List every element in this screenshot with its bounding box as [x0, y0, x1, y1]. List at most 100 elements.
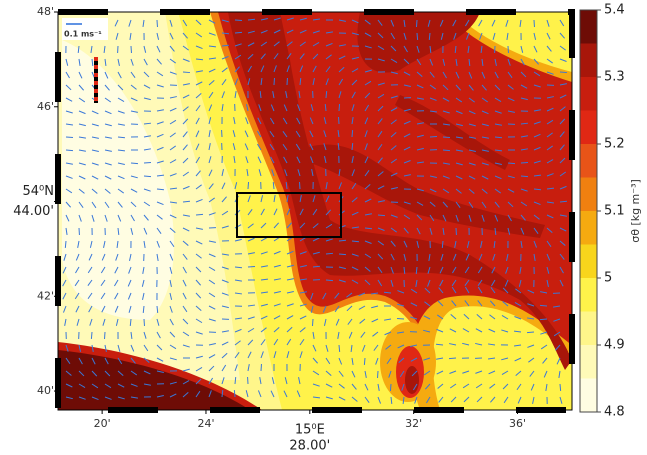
- velocity-arrow: [234, 78, 239, 86]
- velocity-arrow: [416, 201, 424, 206]
- velocity-arrow: [299, 351, 303, 359]
- velocity-arrow: [476, 313, 483, 320]
- velocity-arrow: [208, 169, 213, 177]
- velocity-arrow: [442, 58, 446, 66]
- velocity-arrow: [546, 96, 554, 99]
- velocity-arrow: [533, 174, 542, 177]
- velocity-arrow: [442, 162, 450, 165]
- velocity-arrow: [269, 130, 275, 138]
- velocity-arrow: [518, 279, 522, 287]
- velocity-arrow: [494, 136, 503, 139]
- velocity-arrow: [502, 287, 509, 294]
- velocity-arrow: [559, 396, 563, 404]
- velocity-arrow: [514, 357, 522, 362]
- velocity-arrow: [423, 315, 431, 320]
- velocity-arrow: [91, 162, 99, 166]
- velocity-arrow: [286, 65, 290, 73]
- velocity-arrow: [104, 84, 110, 91]
- velocity-arrow: [143, 383, 151, 386]
- velocity-arrow: [364, 69, 372, 73]
- velocity-arrow: [476, 396, 483, 403]
- velocity-arrow: [62, 292, 67, 300]
- velocity-arrow: [286, 17, 294, 21]
- velocity-arrow: [101, 253, 106, 261]
- velocity-arrow: [234, 31, 243, 34]
- velocity-arrow: [373, 344, 379, 351]
- velocity-arrow: [182, 71, 191, 74]
- velocity-arrow: [91, 357, 96, 365]
- velocity-arrow: [104, 344, 107, 352]
- velocity-arrow: [78, 201, 84, 208]
- velocity-arrow: [273, 278, 281, 281]
- velocity-arrow: [234, 91, 237, 99]
- velocity-arrow: [286, 326, 293, 333]
- velocity-arrow: [312, 370, 320, 376]
- velocity-arrow: [169, 132, 176, 138]
- velocity-arrow: [442, 201, 449, 208]
- x-tick-label: 28.00': [289, 439, 330, 454]
- velocity-arrow: [208, 45, 217, 48]
- velocity-arrow: [556, 357, 561, 365]
- velocity-arrow: [494, 97, 502, 103]
- velocity-arrow: [87, 292, 93, 300]
- velocity-arrow: [221, 330, 229, 333]
- velocity-arrow: [169, 107, 177, 112]
- velocity-arrow: [324, 103, 327, 112]
- colorbar-tick-label: 4.8: [604, 405, 625, 420]
- velocity-arrow: [429, 227, 433, 235]
- velocity-arrow: [364, 279, 371, 286]
- velocity-arrow: [397, 290, 405, 294]
- velocity-arrow: [377, 227, 385, 231]
- velocity-arrow: [468, 97, 475, 103]
- velocity-arrow: [494, 84, 501, 91]
- velocity-arrow: [65, 344, 69, 352]
- velocity-arrow: [539, 318, 548, 321]
- velocity-arrow: [195, 318, 203, 324]
- velocity-arrow: [117, 357, 123, 365]
- velocity-arrow: [247, 181, 250, 190]
- velocity-arrow: [283, 104, 288, 112]
- velocity-arrow: [501, 329, 509, 333]
- velocity-arrow: [546, 107, 554, 112]
- velocity-arrow: [75, 266, 80, 274]
- velocity-arrow: [143, 71, 150, 78]
- velocity-arrow: [455, 84, 462, 91]
- velocity-arrow: [182, 368, 190, 372]
- velocity-arrow: [182, 253, 188, 260]
- velocity-arrow: [77, 45, 80, 54]
- velocity-arrow: [182, 318, 189, 325]
- velocity-arrow: [104, 123, 112, 127]
- velocity-arrow: [507, 162, 516, 165]
- velocity-arrow: [247, 223, 254, 229]
- velocity-arrow: [442, 149, 451, 152]
- velocity-arrow: [182, 58, 190, 62]
- velocity-arrow: [234, 292, 243, 295]
- velocity-arrow: [156, 318, 160, 326]
- velocity-arrow: [270, 390, 275, 398]
- colorbar-tick-label: 5.1: [604, 204, 625, 219]
- velocity-arrow: [533, 32, 537, 40]
- velocity-arrow: [462, 328, 470, 333]
- velocity-arrow: [312, 53, 319, 60]
- velocity-arrow: [481, 175, 489, 180]
- velocity-arrow: [117, 188, 124, 194]
- velocity-arrow: [478, 253, 483, 261]
- colorbar-band: [580, 378, 597, 412]
- velocity-arrow: [351, 383, 357, 390]
- velocity-arrow: [100, 292, 106, 300]
- velocity-arrow: [312, 237, 320, 242]
- velocity-arrow: [435, 343, 444, 346]
- velocity-arrow: [451, 300, 457, 307]
- velocity-arrow: [156, 253, 159, 261]
- velocity-arrow: [285, 181, 288, 190]
- velocity-arrow: [208, 68, 216, 73]
- velocity-arrow: [208, 197, 215, 203]
- velocity-arrow: [338, 383, 345, 389]
- velocity-arrow: [464, 279, 470, 286]
- velocity-arrow: [91, 201, 97, 209]
- velocity-arrow: [449, 370, 457, 374]
- velocity-arrow: [377, 383, 380, 391]
- velocity-arrow: [334, 292, 340, 299]
- velocity-arrow: [260, 65, 265, 73]
- velocity-arrow: [156, 227, 162, 234]
